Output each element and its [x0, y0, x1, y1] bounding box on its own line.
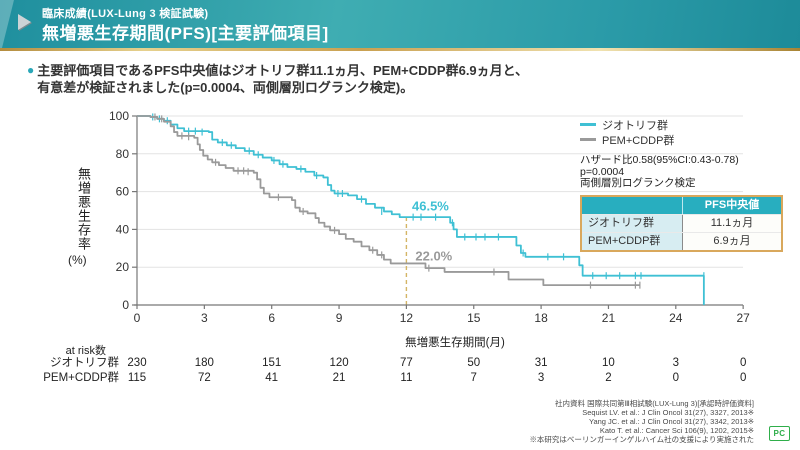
- at-risk-value: 31: [534, 357, 548, 369]
- at-risk-value: 50: [467, 357, 481, 369]
- svg-text:27: 27: [736, 311, 750, 325]
- at-risk-value: 11: [400, 372, 413, 384]
- row-label: ジオトリフ群: [582, 215, 682, 232]
- test-name-line: 両側層別ログランク検定: [580, 177, 696, 189]
- bullet-icon: ●: [27, 63, 35, 77]
- row-value: 11.1ヵ月: [682, 215, 781, 232]
- reference-line: ※本研究はベーリンガーインゲルハイム社の支援により実施された: [529, 434, 754, 444]
- legend-item-giotrif: ジオトリフ群: [580, 117, 674, 132]
- reference-line: 社内資料 国際共同第Ⅲ相試験(LUX-Lung 3)[承認時評価資料]: [555, 399, 754, 408]
- svg-text:22.0%: 22.0%: [415, 249, 452, 264]
- at-risk-value: 3: [537, 372, 545, 384]
- footer-references: 社内資料 国際共同第Ⅲ相試験(LUX-Lung 3)[承認時評価資料] Sequ…: [529, 399, 754, 445]
- at-risk-label-pem-cddp: PEM+CDDP群: [43, 372, 119, 384]
- at-risk-label-giotrif: ジオトリフ群: [50, 357, 119, 369]
- legend-label: ジオトリフ群: [602, 119, 668, 132]
- at-risk-value: 180: [194, 357, 214, 369]
- table-header-pfs: PFS中央値: [682, 197, 781, 214]
- svg-text:9: 9: [336, 311, 343, 325]
- row-value: 6.9ヵ月: [682, 233, 781, 250]
- svg-text:24: 24: [669, 311, 683, 325]
- y-axis-unit: (%): [68, 253, 87, 267]
- at-risk-value: 72: [197, 372, 211, 384]
- svg-text:0: 0: [122, 298, 129, 312]
- row-label: PEM+CDDP群: [582, 233, 682, 250]
- at-risk-value: 151: [262, 357, 282, 369]
- lead-line1: 主要評価項目であるPFS中央値はジオトリフ群11.1ヵ月、PEM+CDDP群6.…: [37, 63, 529, 78]
- table-row: ジオトリフ群 11.1ヵ月: [582, 214, 781, 232]
- at-risk-value: 2: [605, 372, 612, 384]
- svg-text:0: 0: [134, 311, 141, 325]
- x-axis-label: 無増悪生存期間(月): [405, 337, 505, 349]
- legend-item-pem-cddp: PEM+CDDP群: [580, 132, 674, 147]
- at-risk-value: 0: [672, 372, 679, 384]
- table-header-empty: [582, 197, 682, 214]
- svg-text:15: 15: [467, 311, 481, 325]
- arrow-icon: [18, 14, 31, 30]
- svg-text:3: 3: [201, 311, 208, 325]
- table-header-row: PFS中央値: [582, 197, 781, 214]
- at-risk-value: 21: [332, 372, 346, 384]
- at-risk-value: 230: [127, 357, 147, 369]
- pc-logo: PC: [769, 426, 790, 441]
- reference-line: Sequist LV. et al.: J Clin Oncol 31(27),…: [582, 407, 754, 417]
- svg-text:80: 80: [116, 147, 130, 161]
- at-risk-value: 41: [265, 372, 279, 384]
- median-pfs-table: PFS中央値 ジオトリフ群 11.1ヵ月 PEM+CDDP群 6.9ヵ月: [580, 195, 783, 252]
- at-risk-row-labels: ジオトリフ群 PEM+CDDP群: [0, 356, 119, 386]
- svg-text:6: 6: [268, 311, 275, 325]
- at-risk-value: 115: [127, 372, 147, 384]
- hazard-ratio-stats: ハザード比0.58(95%CI:0.43-0.78) p=0.0004 両側層別…: [580, 154, 739, 190]
- svg-text:20: 20: [116, 260, 130, 274]
- svg-text:18: 18: [534, 311, 548, 325]
- giotrif-line-swatch: [580, 123, 596, 126]
- at-risk-value: 10: [602, 357, 615, 369]
- hazard-ratio-line: ハザード比0.58(95%CI:0.43-0.78): [580, 154, 739, 166]
- p-value-line: p=0.0004: [580, 165, 625, 178]
- svg-text:12: 12: [400, 311, 414, 325]
- at-risk-title: at risk数: [65, 345, 106, 357]
- svg-text:46.5%: 46.5%: [412, 199, 449, 214]
- gold-divider: [0, 48, 800, 51]
- reference-line: Kato T. et al.: Cancer Sci 106(9), 1202,…: [599, 425, 754, 435]
- pem-cddp-line-swatch: [580, 138, 596, 141]
- svg-text:100: 100: [109, 109, 129, 123]
- table-row: PEM+CDDP群 6.9ヵ月: [582, 232, 781, 250]
- at-risk-value: 120: [329, 357, 349, 369]
- svg-text:21: 21: [602, 311, 616, 325]
- chart-legend: ジオトリフ群 PEM+CDDP群: [580, 117, 674, 147]
- reference-line: Yang JC. et al.: J Clin Oncol 31(27), 33…: [589, 416, 754, 426]
- legend-label: PEM+CDDP群: [602, 134, 675, 147]
- at-risk-value: 77: [399, 357, 413, 369]
- at-risk-value: 3: [672, 357, 679, 369]
- svg-text:40: 40: [116, 222, 130, 236]
- page-title: 無増悪生存期間(PFS)[主要評価項目]: [42, 24, 329, 43]
- at-risk-value: 7: [470, 372, 477, 384]
- at-risk-value: 0: [739, 372, 747, 384]
- lead-line2: 有意差が検証されました(p=0.0004、両側層別ログランク検定)。: [37, 80, 414, 95]
- at-risk-value: 0: [739, 357, 747, 369]
- header-banner: 臨床成績(LUX-Lung 3 検証試験) 無増悪生存期間(PFS)[主要評価項…: [0, 0, 800, 48]
- header-subtitle: 臨床成績(LUX-Lung 3 検証試験): [42, 8, 209, 20]
- y-axis-label: 無増悪生存率: [76, 167, 91, 251]
- lead-text: ● 主要評価項目であるPFS中央値はジオトリフ群11.1ヵ月、PEM+CDDP群…: [27, 62, 528, 96]
- svg-text:60: 60: [116, 185, 130, 199]
